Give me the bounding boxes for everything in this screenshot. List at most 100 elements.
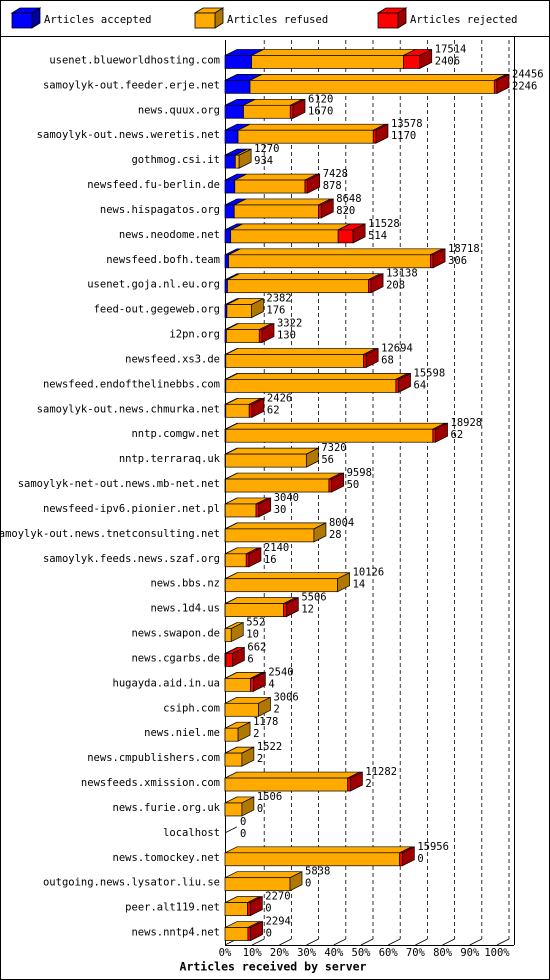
bar-top: [230, 223, 351, 231]
bar-front: [224, 179, 236, 194]
bar-front: [251, 55, 404, 69]
bar-front: [224, 528, 315, 543]
total-label: 9598: [347, 467, 372, 479]
accepted-label: 10: [246, 629, 259, 641]
x-tick: [252, 938, 265, 946]
total-label: 0: [240, 816, 246, 828]
bar-front: [403, 55, 421, 69]
accepted-label: 14: [353, 579, 366, 591]
total-label: 5838: [305, 866, 330, 878]
bar-top: [234, 198, 331, 206]
bar-segment: [225, 348, 376, 368]
accepted-label: 62: [451, 429, 464, 441]
category-label: samoylyk-out.feeder.erje.net: [43, 79, 220, 91]
x-tick: [306, 938, 319, 946]
total-label: 2294: [266, 916, 291, 928]
category-label: news.cmpublishers.com: [87, 752, 220, 764]
bar-side: [496, 73, 510, 94]
category-label: samoylyk-net-out.news.mb-net.net: [18, 478, 220, 490]
category-label: news.quux.org: [138, 104, 220, 116]
x-tick-label: 40%: [324, 947, 344, 959]
category-label: nntp.comgw.net: [131, 428, 220, 440]
bar-front: [234, 154, 240, 169]
bar-side: [401, 846, 415, 867]
category-label: news.nntp4.net: [131, 927, 220, 939]
bar-side: [258, 497, 272, 518]
total-label: 13578: [391, 118, 423, 130]
category-label: localhost: [163, 827, 220, 839]
category-label: news.neodome.net: [119, 229, 220, 241]
bar-segment: [233, 198, 331, 219]
category-label: newsfeed.xs3.de: [125, 353, 220, 365]
bar-top: [225, 348, 376, 355]
bar-segment: [224, 796, 255, 817]
bar-side: [237, 721, 251, 742]
bar-empty: [224, 826, 238, 834]
bar-front: [224, 204, 235, 219]
x-tick: [360, 938, 374, 946]
bar-side: [241, 746, 255, 767]
bar-front: [224, 553, 247, 568]
bar-front: [245, 553, 250, 568]
accepted-label: 0: [257, 803, 263, 815]
bar-front: [228, 254, 431, 269]
bar-segment: [228, 248, 443, 269]
x-tick-label: 10%: [243, 947, 263, 959]
accepted-label: 2246: [512, 80, 537, 92]
bar-front: [289, 104, 294, 119]
bar-front: [430, 254, 434, 269]
bar-side: [398, 372, 411, 393]
accepted-label: 16: [264, 554, 277, 566]
x-tick-label: 70%: [406, 947, 426, 959]
bar-front: [225, 379, 397, 393]
accepted-label: 2: [273, 703, 279, 715]
bar-side: [252, 671, 266, 692]
bar-side: [370, 273, 384, 294]
bar-side: [292, 98, 306, 119]
x-axis-label: Articles received by server: [180, 960, 367, 974]
bar-top: [225, 572, 350, 580]
bar-front: [224, 777, 349, 792]
bar-segment: [237, 123, 386, 144]
bar-top: [251, 49, 416, 56]
category-label: samoylyk-out.news.weretis.net: [37, 129, 220, 141]
bar-segment: [224, 572, 350, 593]
bar-front: [237, 129, 374, 144]
bar-front: [224, 927, 249, 941]
bar-front: [226, 329, 260, 343]
legend-item: Articles refused: [193, 7, 328, 29]
x-tick: [279, 938, 292, 946]
legend-swatch: [377, 12, 399, 29]
total-label: 3006: [273, 691, 298, 703]
bar-front: [224, 727, 239, 742]
accepted-label: 208: [386, 280, 405, 292]
accepted-label: 6: [247, 653, 253, 665]
accepted-label: 0: [240, 828, 246, 840]
bar-front: [248, 403, 253, 418]
x-tick: [496, 938, 510, 946]
bar-front: [399, 852, 403, 867]
bar-side: [435, 422, 448, 443]
bar-front: [432, 428, 436, 443]
category-label: i2pn.org: [169, 329, 220, 341]
accepted-label: 68: [381, 354, 394, 366]
total-label: 2140: [264, 542, 289, 554]
bar-segment: [225, 447, 319, 468]
bar-side: [305, 447, 319, 468]
bar-top: [224, 871, 303, 879]
category-label: peer.alt119.net: [125, 902, 220, 914]
bar-segment: [224, 896, 260, 916]
bar-front: [225, 453, 307, 468]
category-label: feed-out.gegeweb.org: [94, 304, 220, 316]
x-tick: [442, 938, 455, 946]
bar-front: [227, 279, 369, 294]
x-tick-label: 20%: [270, 947, 290, 959]
accepted-label: 0: [266, 928, 272, 940]
accepted-label: 514: [368, 230, 387, 242]
category-label: outgoing.news.lysator.liu.se: [43, 877, 220, 889]
bar-segment: [225, 422, 445, 443]
bar-front: [493, 80, 498, 94]
total-label: 2382: [266, 293, 291, 305]
x-tick-label: 50%: [352, 947, 372, 959]
bar-front: [224, 752, 243, 767]
